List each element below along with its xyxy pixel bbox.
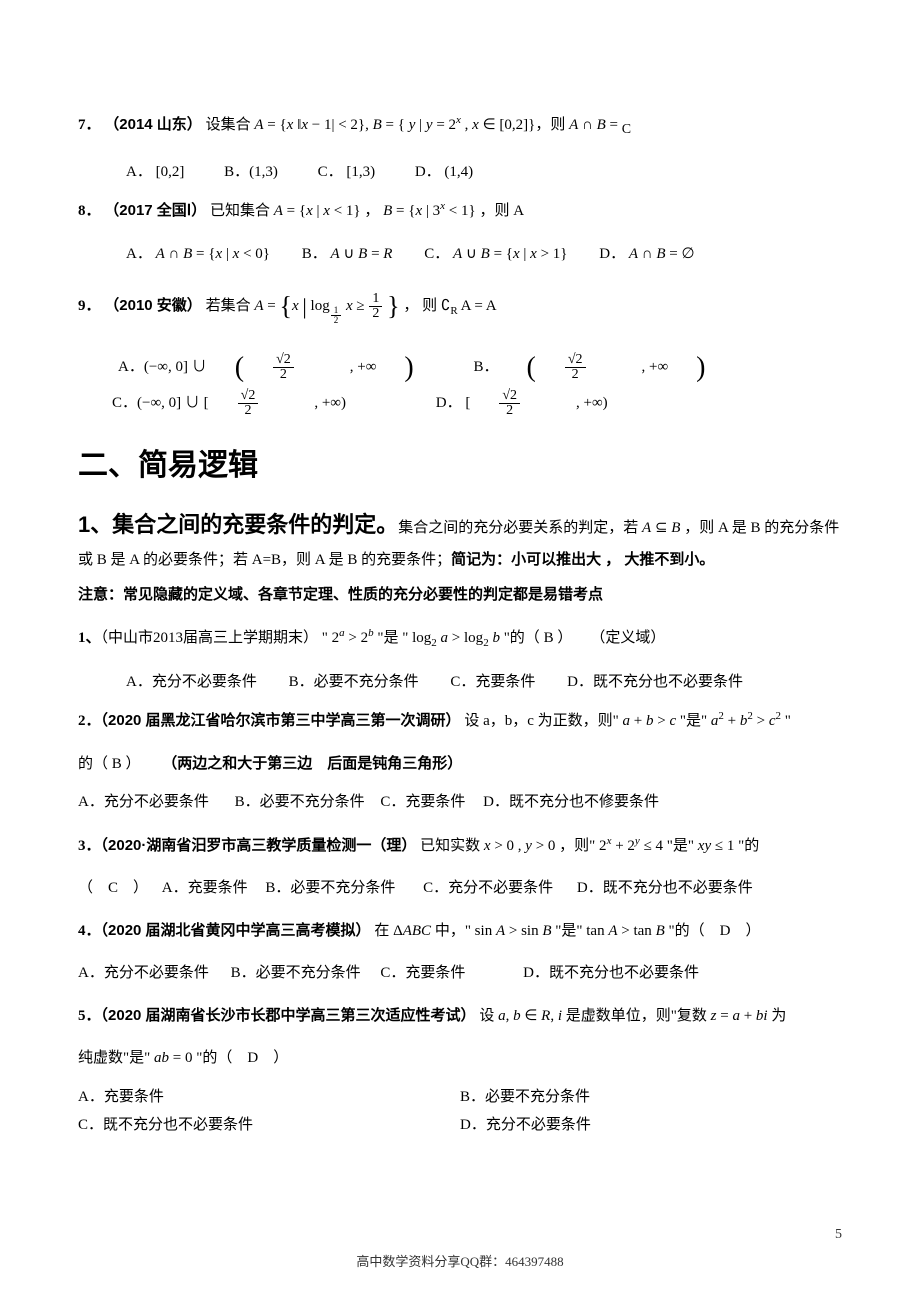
q9-choice-a: A．(−∞, 0] ∪ (√22, +∞) xyxy=(118,349,442,385)
sub1-title: 集合之间的充要条件的判定。 xyxy=(112,512,398,537)
q7-choices: A． [0,2] B．(1,3) C． [1,3) D． (1,4) xyxy=(78,158,842,187)
page-footer: 5 高中数学资料分享QQ群：464397488 xyxy=(78,1250,842,1275)
p1-choice-a: A．充分不必要条件 xyxy=(126,668,257,697)
p2-choices: A．充分不必要条件 B．必要不充分条件 C．充要条件 D．既不充分也不修要条件 xyxy=(78,788,842,817)
p2-line2: 的（ B ） （两边之和大于第三边 后面是钝角三角形） xyxy=(78,750,842,779)
p3-stem2: （ xyxy=(78,880,108,896)
q7-answer: C xyxy=(622,122,631,137)
p1-choice-d: D．既不充分也不必要条件 xyxy=(567,668,743,697)
p5-source: （2020 届湖南省长沙市长郡中学高三第三次适应性考试） xyxy=(101,1007,476,1024)
section-2-title: 二、简易逻辑 xyxy=(78,437,842,494)
p2-source: （2020 届黑龙江省哈尔滨市第三中学高三第一次调研） xyxy=(101,712,461,729)
question-8: 8． （2017 全国Ⅰ） 已知集合 A = {x | x < 1} ， B =… xyxy=(78,196,842,226)
p2-num: 2． xyxy=(78,713,101,729)
problem-2: 2．（2020 届黑龙江省哈尔滨市第三中学高三第一次调研） 设 a，b，c 为正… xyxy=(78,706,842,736)
page-number: 5 xyxy=(835,1222,842,1249)
q7-choice-b: B．(1,3) xyxy=(224,158,278,187)
q8-choice-d: D． A ∩ B = ∅ xyxy=(599,240,694,269)
q9-answer: A xyxy=(486,298,497,314)
p5-answer: D xyxy=(247,1050,258,1066)
q9-stem1: 若集合 xyxy=(206,298,255,314)
q9-source: （2010 安徽） xyxy=(104,297,202,314)
q7-choice-a: A． [0,2] xyxy=(126,158,184,187)
q8-source: （2017 全国Ⅰ） xyxy=(104,202,206,219)
p5-choice-d: D．充分不必要条件 xyxy=(460,1111,842,1140)
p3-source: （2020·湖南省汨罗市高三教学质量检测一（理） xyxy=(101,837,417,854)
q7-number: 7． xyxy=(78,117,101,133)
q8-choices: A． A ∩ B = {x | x < 0} B． A ∪ B = R C． A… xyxy=(78,240,842,269)
q9-frac: 12 xyxy=(369,292,382,322)
p3-choice-a: A．充要条件 xyxy=(162,880,248,896)
p4-choices: A．充分不必要条件 B．必要不充分条件 C．充要条件 D．既不充分也不必要条件 xyxy=(78,959,842,988)
p5-choice-b: B．必要不充分条件 xyxy=(460,1083,842,1112)
p2-choice-c: C．充要条件 xyxy=(380,794,465,810)
sub1-num: 1、 xyxy=(78,512,112,537)
p4-choice-a: A．充分不必要条件 xyxy=(78,965,209,981)
p2-answer: B xyxy=(112,756,122,772)
p3-choices: （ C ） A．充要条件 B．必要不充分条件 C．充分不必要条件 D．既不充分也… xyxy=(78,874,842,903)
p2-stem3: ） xyxy=(122,756,141,772)
q8-stem1: 已知集合 xyxy=(210,203,274,219)
p2-stem2: 的（ xyxy=(78,756,112,772)
p1-choice-b: B．必要不充分条件 xyxy=(289,668,419,697)
p4-choice-b: B．必要不充分条件 xyxy=(231,965,361,981)
p5-choice-c: C．既不充分也不必要条件 xyxy=(78,1111,460,1140)
q8-choice-c: C． A ∪ B = {x | x > 1} xyxy=(424,240,567,269)
p4-choice-d: D．既不充分也不必要条件 xyxy=(523,965,699,981)
q8-choice-b: B． A ∪ B = R xyxy=(302,240,393,269)
subsection-1: 1、集合之间的充要条件的判定。集合之间的充分必要关系的判定，若 A ⊆ B ，则… xyxy=(78,504,842,574)
sub1-note: 注意：常见隐藏的定义域、各章节定理、性质的充分必要性的判定都是易错考点 xyxy=(78,581,842,610)
q9-choices: A．(−∞, 0] ∪ (√22, +∞) B． (√22, +∞) C．(−∞,… xyxy=(78,349,842,421)
p2-choice-b: B．必要不充分条件 xyxy=(235,794,365,810)
q9-number: 9． xyxy=(78,298,101,314)
q7-source: （2014 山东） xyxy=(104,116,202,133)
sub1-strong: 简记为：小可以推出大 ， 大推不到小。 xyxy=(451,551,714,568)
p2-choice-d: D．既不充分也不修要条件 xyxy=(483,794,659,810)
p4-choice-c: C．充要条件 xyxy=(380,965,465,981)
p4-answer: D xyxy=(720,923,731,939)
problem-5: 5．（2020 届湖南省长沙市长郡中学高三第三次适应性考试） 设 a, b ∈ … xyxy=(78,1002,842,1031)
p5-choice-a: A．充要条件 xyxy=(78,1083,460,1112)
q7-choice-c: C． [1,3) xyxy=(318,158,376,187)
question-9: 9． （2010 安徽） 若集合 A = {x | log12 x ≥ 12 }… xyxy=(78,278,842,335)
p1-answer: B xyxy=(544,630,554,646)
p3-choice-b: B．必要不充分条件 xyxy=(265,880,395,896)
problem-1: 1、（中山市2013届高三上学期期末） " 2a > 2b "是 " log2 … xyxy=(78,623,842,654)
p5-choices: A．充要条件 B．必要不充分条件 C．既不充分也不必要条件 D．充分不必要条件 xyxy=(78,1083,842,1140)
question-7: 7． （2014 山东） 设集合 A = {x ǁx − 1| < 2}, B … xyxy=(78,110,842,144)
problem-3: 3．（2020·湖南省汨罗市高三教学质量检测一（理） 已知实数 x > 0 , … xyxy=(78,831,842,861)
problem-4: 4．（2020 届湖北省黄冈中学高三高考模拟） 在 ΔABC 中，" sin A… xyxy=(78,917,842,946)
p1-choices: A．充分不必要条件 B．必要不充分条件 C．充要条件 D．既不充分也不必要条件 xyxy=(78,668,842,697)
q7-choice-d: D． (1,4) xyxy=(415,158,473,187)
p1-hint: （定义域） xyxy=(590,624,665,653)
q9-stem3: A = xyxy=(458,298,486,314)
p4-num: 4． xyxy=(78,923,101,939)
q7-stem1: 设集合 xyxy=(206,117,255,133)
p1-choice-c: C．充要条件 xyxy=(450,668,535,697)
p1-source: （中山市2013届高三上学期期末） xyxy=(101,630,319,646)
q8-answer: A xyxy=(513,203,524,219)
p3-stem3: ） xyxy=(118,880,148,896)
q9-stem2: ， 则 ∁ xyxy=(403,298,450,314)
q9-choice-c: C．(−∞, 0] ∪ [√22, +∞) xyxy=(112,385,374,421)
q8-choice-a: A． A ∩ B = {x | x < 0} xyxy=(126,240,270,269)
q9-comp-sub: R xyxy=(450,305,457,317)
p5-num: 5． xyxy=(78,1008,101,1024)
p2-choice-a: A．充分不必要条件 xyxy=(78,794,209,810)
q7-math: A xyxy=(254,117,263,133)
q9-choice-d: D． [√22, +∞) xyxy=(436,385,636,421)
p3-choice-c: C．充分不必要条件 xyxy=(423,880,553,896)
footer-qq: 高中数学资料分享QQ群：464397488 xyxy=(78,1250,842,1275)
q8-number: 8． xyxy=(78,203,101,219)
p3-answer: C xyxy=(108,880,118,896)
p5-line2: 纯虚数"是" ab = 0 "的（ D ） xyxy=(78,1044,842,1073)
p4-source: （2020 届湖北省黄冈中学高三高考模拟） xyxy=(101,922,371,939)
p2-hint: （两边之和大于第三边 后面是钝角三角形） xyxy=(162,750,462,779)
p3-choice-d: D．既不充分也不必要条件 xyxy=(577,880,753,896)
q9-choice-b: B． (√22, +∞) xyxy=(473,349,733,385)
p1-num: 1、 xyxy=(78,630,101,646)
p3-num: 3． xyxy=(78,838,101,854)
